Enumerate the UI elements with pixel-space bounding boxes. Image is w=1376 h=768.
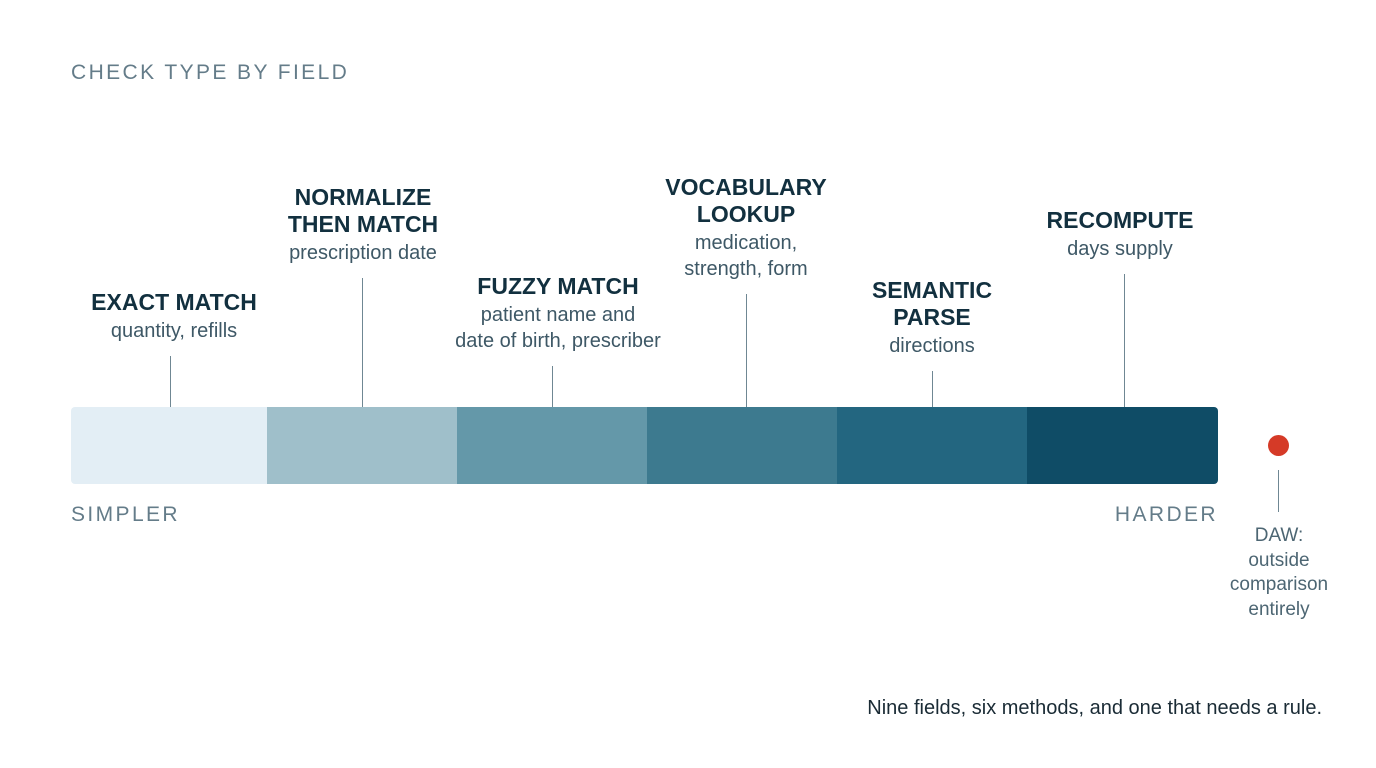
- diagram-caption: Nine fields, six methods, and one that n…: [867, 697, 1322, 719]
- method-leader-line: [1124, 274, 1125, 407]
- method-fields: days supply: [1067, 238, 1173, 260]
- exception-leader-line: [1278, 470, 1279, 512]
- method-fields: patient name and date of birth, prescrib…: [455, 304, 661, 352]
- method-fields: quantity, refills: [110, 320, 238, 342]
- method-leader-line: [932, 371, 933, 407]
- scale-segment-normalize-then-match: [267, 407, 457, 484]
- scale-segment-semantic-parse: [837, 407, 1027, 484]
- method-title: SEMANTIC PARSE: [871, 277, 993, 330]
- scale-segment-fuzzy-match: [457, 407, 647, 484]
- method-leader-line: [552, 366, 553, 407]
- scale-segment-exact-match: [71, 407, 267, 484]
- method-label-fuzzy-match: FUZZY MATCH patient name and date of bir…: [455, 273, 661, 354]
- method-title: RECOMPUTE: [1046, 207, 1194, 233]
- method-label-recompute: RECOMPUTE days supply: [1047, 207, 1194, 262]
- method-leader-line: [746, 294, 747, 407]
- method-fields: directions: [889, 335, 975, 357]
- method-fields: medication, strength, form: [684, 232, 808, 280]
- diagram-heading: CHECK TYPE BY FIELD: [71, 61, 350, 84]
- exception-marker-dot: [1268, 435, 1289, 456]
- method-fields: prescription date: [289, 242, 437, 264]
- method-label-exact-match: EXACT MATCH quantity, refills: [91, 289, 257, 344]
- method-label-vocabulary-lookup: VOCABULARY LOOKUP medication, strength, …: [665, 174, 826, 282]
- method-leader-line: [170, 356, 171, 407]
- method-title: EXACT MATCH: [91, 289, 257, 315]
- method-title: NORMALIZE THEN MATCH: [287, 184, 439, 237]
- method-title: FUZZY MATCH: [477, 273, 639, 299]
- exception-label: DAW: outside comparison entirely: [1229, 525, 1329, 620]
- method-label-normalize-then-match: NORMALIZE THEN MATCH prescription date: [288, 184, 438, 266]
- difficulty-scale-bar: [71, 407, 1218, 484]
- scale-high-label: HARDER: [1114, 503, 1218, 526]
- method-label-semantic-parse: SEMANTIC PARSE directions: [872, 277, 992, 359]
- method-title: VOCABULARY LOOKUP: [665, 174, 827, 227]
- method-leader-line: [362, 278, 363, 407]
- scale-low-label: SIMPLER: [71, 503, 180, 526]
- scale-segment-recompute: [1027, 407, 1218, 484]
- scale-segment-vocabulary-lookup: [647, 407, 837, 484]
